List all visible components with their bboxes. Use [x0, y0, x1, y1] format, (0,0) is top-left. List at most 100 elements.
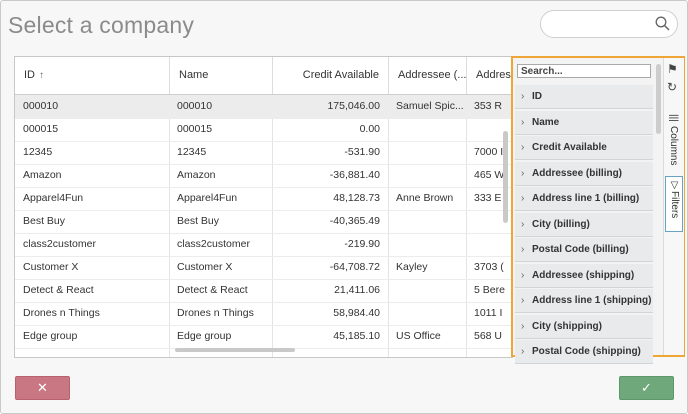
table-row[interactable]: 000015 000015 0.00 — [15, 118, 512, 142]
field-item[interactable]: › City (shipping) — [515, 314, 653, 339]
table-cell: 21,411.06 — [334, 284, 380, 296]
tab-filters[interactable]: ▽ Filters — [665, 176, 683, 232]
column-header-id[interactable]: ID ↑ — [24, 69, 44, 81]
table-cell: 353 R — [474, 100, 503, 112]
field-item-label: City (shipping) — [532, 320, 602, 332]
vertical-scrollbar[interactable] — [503, 131, 508, 223]
table-cell: Apparel4Fun — [23, 192, 84, 204]
field-item[interactable]: › Name — [515, 110, 653, 135]
columns-tab-icon: ||| — [668, 114, 679, 122]
table-cell: 000015 — [23, 123, 59, 135]
table-cell: 7000 I — [474, 146, 504, 158]
field-item[interactable]: › City (billing) — [515, 212, 653, 237]
table-cell: -219.90 — [344, 238, 380, 250]
chevron-right-icon[interactable]: › — [521, 320, 525, 332]
grid-header: ID ↑ Name Credit Available Addressee (...… — [15, 57, 512, 95]
chevron-right-icon[interactable]: › — [521, 295, 525, 306]
table-cell: 000010 — [177, 100, 213, 112]
table-cell: 12345 — [23, 146, 53, 158]
dialog-title: Select a company — [8, 12, 195, 38]
chevron-right-icon[interactable]: › — [521, 269, 525, 281]
field-item[interactable]: › Postal Code (billing) — [515, 238, 653, 262]
table-cell: 175,046.00 — [327, 100, 380, 112]
table-cell: Samuel Spic... — [396, 100, 464, 112]
field-item[interactable]: › Postal Code (shipping) — [515, 340, 653, 364]
table-cell: 000010 — [23, 100, 59, 112]
table-cell: Detect & React — [23, 284, 94, 296]
table-row[interactable]: Apparel4Fun Apparel4Fun 48,128.73 Anne Brow… — [15, 187, 512, 211]
table-cell: Customer X — [177, 261, 233, 273]
table-row[interactable]: 000010 000010 175,046.00 Samuel Spic... 353 … — [15, 95, 512, 119]
tool-panel: › ID › Name › Credit Available › Addressee (bil… — [511, 56, 685, 364]
refresh-icon[interactable]: ↻ — [667, 80, 678, 94]
table-cell: -531.90 — [344, 146, 380, 158]
chevron-right-icon[interactable]: › — [521, 193, 525, 204]
table-cell — [388, 210, 466, 233]
table-row[interactable]: Detect & React Detect & React 21,411.06 5 B… — [15, 279, 512, 303]
field-item[interactable]: › ID — [515, 85, 653, 109]
table-cell: Kayley — [396, 261, 428, 273]
table-cell: Best Buy — [177, 215, 220, 227]
field-item[interactable]: › Addressee (billing) — [515, 161, 653, 186]
table-cell: Anne Brown — [396, 192, 454, 204]
table-cell — [388, 141, 466, 164]
table-row[interactable]: Customer X Customer X -64,708.72 Kayley 3703… — [15, 256, 512, 280]
search-input[interactable] — [540, 10, 678, 38]
field-item-label: Addressee (shipping) — [532, 269, 635, 281]
table-cell — [388, 118, 466, 141]
table-row[interactable]: Amazon Amazon -36,881.40 465 W — [15, 164, 512, 188]
table-cell: -36,881.40 — [329, 169, 380, 181]
side-bar: ⚑ ↻ ||| Columns ▽ Filters — [663, 58, 684, 355]
table-cell: Apparel4Fun — [177, 192, 238, 204]
table-cell: Best Buy — [23, 215, 66, 227]
chevron-right-icon[interactable]: › — [521, 346, 525, 357]
field-item[interactable]: › Address line 1 (shipping) — [515, 289, 653, 313]
chevron-right-icon[interactable]: › — [521, 218, 525, 230]
table-cell: Edge group — [177, 330, 232, 342]
sort-ascending-icon[interactable]: ↑ — [39, 70, 44, 81]
column-header-address[interactable]: Address — [466, 57, 512, 94]
column-header-name[interactable]: Name — [169, 57, 272, 94]
table-cell: -40,365.49 — [329, 215, 380, 227]
table-row[interactable]: Drones n Things Drones n Things 58,984.40 1… — [15, 302, 512, 326]
table-row[interactable]: Best Buy Best Buy -40,365.49 — [15, 210, 512, 234]
field-item-label: ID — [532, 91, 542, 102]
field-item[interactable]: › Addressee (shipping) — [515, 263, 653, 288]
table-cell: 45,185.10 — [333, 330, 380, 342]
table-row[interactable]: 12345 12345 -531.90 7000 I — [15, 141, 512, 165]
field-item-label: Address line 1 (billing) — [532, 193, 640, 204]
chevron-right-icon[interactable]: › — [521, 167, 525, 179]
chevron-right-icon[interactable]: › — [521, 91, 525, 102]
field-item-label: Postal Code (shipping) — [532, 346, 641, 357]
column-header-credit[interactable]: Credit Available — [272, 57, 388, 94]
table-cell: Customer X — [23, 261, 79, 273]
table-cell: class2customer — [23, 238, 96, 250]
table-cell: 12345 — [177, 146, 207, 158]
table-cell: Amazon — [23, 169, 62, 181]
chevron-right-icon[interactable]: › — [521, 142, 525, 153]
table-cell — [388, 233, 466, 256]
ok-button[interactable]: ✓ — [619, 376, 674, 400]
field-item-label: Postal Code (billing) — [532, 244, 629, 255]
table-row[interactable]: Edge group Edge group 45,185.10 US Office 56… — [15, 325, 512, 349]
table-cell: Drones n Things — [177, 307, 254, 319]
table-row[interactable]: class2customer class2customer -219.90 — [15, 233, 512, 257]
column-search-input[interactable] — [517, 64, 651, 78]
table-cell: 1011 I — [474, 307, 503, 319]
chevron-right-icon[interactable]: › — [521, 244, 525, 255]
table-cell: Drones n Things — [23, 307, 100, 319]
cancel-button[interactable]: ✕ — [15, 376, 70, 400]
horizontal-scrollbar[interactable] — [175, 348, 295, 352]
search-icon[interactable] — [655, 16, 670, 31]
column-header-addressee[interactable]: Addressee (... — [388, 57, 466, 94]
chevron-right-icon[interactable]: › — [521, 116, 525, 128]
field-item[interactable]: › Address line 1 (billing) — [515, 187, 653, 211]
table-cell: 000015 — [177, 123, 213, 135]
filter-clear-icon[interactable]: ⚑ — [667, 62, 678, 76]
tab-columns[interactable]: ||| Columns — [668, 114, 679, 166]
field-item[interactable]: › Credit Available — [515, 136, 653, 160]
field-item-label: City (billing) — [532, 218, 590, 230]
panel-scrollbar[interactable] — [656, 64, 661, 134]
table-cell: 0.00 — [359, 123, 380, 135]
